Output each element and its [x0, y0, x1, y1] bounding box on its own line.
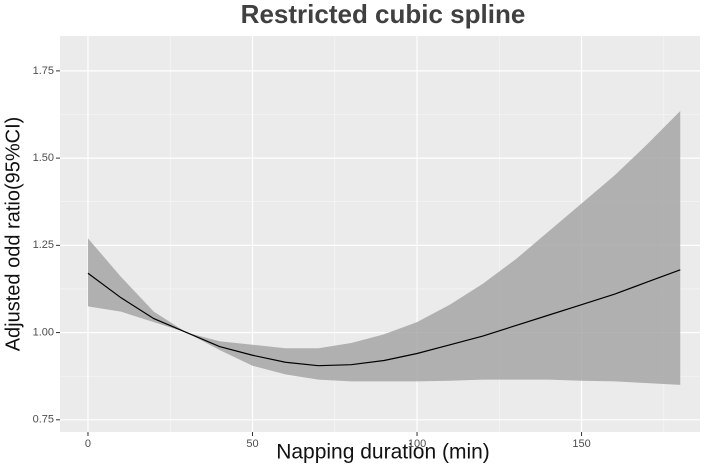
y-tick-label: 1.25	[33, 239, 54, 251]
x-tick-label: 0	[85, 438, 91, 450]
x-axis-title: Napping duration (min)	[276, 441, 490, 464]
x-tick-label: 50	[246, 438, 258, 450]
x-tick-label: 100	[408, 438, 426, 450]
y-tick-label: 0.75	[33, 414, 54, 426]
y-tick-label: 1.00	[33, 326, 54, 338]
y-axis-title: Adjusted odd ratio(95%CI)	[2, 117, 24, 352]
y-tick-label: 1.50	[33, 152, 54, 164]
x-tick-label: 150	[572, 438, 590, 450]
spline-line	[87, 269, 681, 367]
confidence-band	[87, 111, 681, 385]
y-tick-label: 1.75	[33, 65, 54, 77]
chart-title: Restricted cubic spline	[241, 0, 526, 29]
